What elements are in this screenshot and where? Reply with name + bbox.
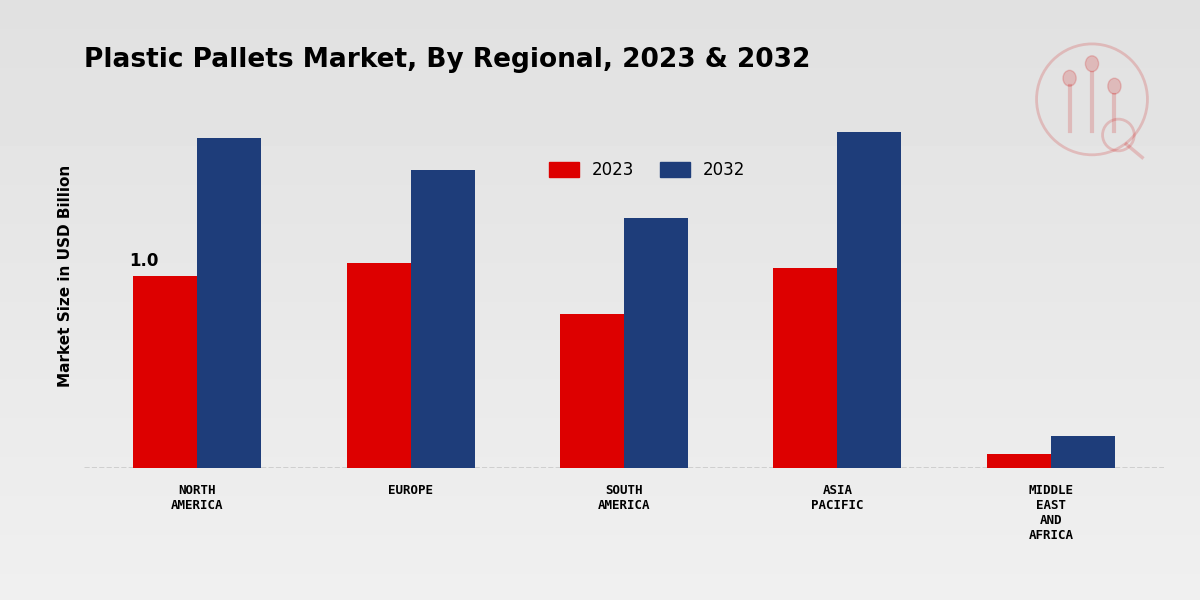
Bar xyxy=(624,218,688,468)
Bar xyxy=(560,314,624,468)
Bar xyxy=(838,132,901,468)
Bar xyxy=(1051,436,1115,468)
Ellipse shape xyxy=(1086,56,1099,71)
Bar xyxy=(197,138,262,468)
Bar xyxy=(986,454,1051,468)
Bar xyxy=(133,276,197,468)
Text: 1.0: 1.0 xyxy=(130,252,158,270)
Ellipse shape xyxy=(1108,78,1121,94)
Y-axis label: Market Size in USD Billion: Market Size in USD Billion xyxy=(58,165,73,387)
Ellipse shape xyxy=(1063,70,1076,86)
Bar xyxy=(410,170,474,468)
Legend: 2023, 2032: 2023, 2032 xyxy=(548,161,745,179)
Bar xyxy=(774,268,838,468)
Bar xyxy=(347,263,410,468)
Text: Plastic Pallets Market, By Regional, 2023 & 2032: Plastic Pallets Market, By Regional, 202… xyxy=(84,47,810,73)
